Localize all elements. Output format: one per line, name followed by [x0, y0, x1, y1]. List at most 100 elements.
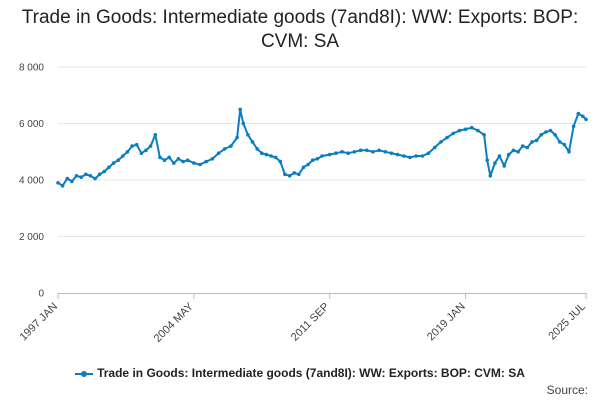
data-point [395, 152, 400, 157]
data-point [451, 131, 456, 136]
legend-label: Trade in Goods: Intermediate goods (7and… [97, 366, 525, 380]
data-point [502, 164, 507, 168]
data-point [60, 183, 65, 188]
data-point [365, 148, 369, 153]
grid-lines [58, 66, 586, 237]
data-point [88, 174, 93, 178]
legend[interactable]: Trade in Goods: Intermediate goods (7and… [0, 366, 600, 380]
data-point [558, 140, 562, 144]
data-point [74, 174, 79, 178]
data-point [383, 150, 388, 154]
data-point [553, 133, 557, 137]
data-point [148, 144, 153, 148]
data-point [301, 165, 306, 170]
data-point [116, 158, 120, 162]
data-point [79, 175, 83, 179]
data-point [65, 176, 70, 181]
data-point [457, 128, 462, 133]
data-point [544, 130, 548, 134]
data-point [192, 161, 196, 165]
data-point [172, 161, 176, 165]
data-point [371, 150, 375, 154]
data-point [204, 159, 208, 164]
data-point [246, 133, 250, 137]
x-axis: 1997 JAN 2004 MAY 2011 SEP 2019 JAN 2025 JUL [17, 293, 588, 345]
data-point [56, 181, 60, 185]
series-points-group [56, 107, 588, 188]
data-point [327, 152, 332, 157]
data-point [562, 142, 567, 147]
data-point [352, 150, 357, 154]
data-point [278, 159, 283, 164]
data-point [576, 111, 581, 116]
data-point [102, 169, 107, 174]
data-point [84, 172, 88, 177]
data-point [97, 172, 102, 177]
x-tick-label: 2019 JAN [425, 301, 468, 344]
data-point [238, 107, 242, 112]
data-point [548, 128, 553, 133]
data-point [377, 148, 381, 153]
data-point [346, 151, 351, 155]
data-point [264, 152, 269, 157]
data-point [121, 154, 125, 158]
data-point [516, 150, 520, 154]
data-point [292, 171, 297, 175]
data-point [222, 147, 227, 151]
data-point [402, 154, 406, 158]
data-point [269, 154, 273, 158]
data-point [584, 117, 588, 122]
data-point [511, 148, 516, 153]
data-point [93, 176, 97, 181]
data-point [485, 158, 490, 162]
data-point [530, 140, 534, 144]
data-point [283, 172, 287, 177]
x-tick-label: 2025 JUL [546, 301, 588, 343]
series-line-group [57, 108, 587, 187]
y-tick-label: 0 [38, 289, 44, 300]
y-tick-label: 2 000 [19, 232, 44, 243]
data-point [158, 155, 162, 160]
data-point [260, 151, 264, 155]
data-point [445, 135, 449, 140]
data-point [439, 140, 443, 144]
chart-title: Trade in Goods: Intermediate goods (7and… [21, 7, 579, 52]
data-point [287, 174, 292, 178]
data-point [297, 172, 301, 177]
data-point [426, 151, 431, 155]
data-point [144, 148, 148, 153]
data-point [107, 165, 111, 170]
legend-swatch [75, 370, 94, 377]
data-point [463, 127, 468, 131]
data-point [198, 162, 202, 167]
data-point [306, 162, 310, 167]
data-point [539, 133, 543, 137]
data-point [241, 121, 246, 126]
x-tick-label: 2004 MAY [152, 300, 197, 345]
data-point [334, 151, 338, 155]
data-point [216, 151, 221, 155]
data-point [520, 144, 525, 148]
data-point [507, 152, 511, 157]
data-point [534, 138, 539, 143]
x-tick-label: 2011 SEP [289, 301, 332, 344]
data-point [162, 158, 167, 162]
data-point [476, 128, 480, 133]
y-tick-label: 4 000 [19, 176, 44, 187]
data-point [340, 150, 344, 154]
data-point [153, 133, 158, 137]
data-point [408, 155, 412, 160]
data-point [167, 155, 171, 160]
data-point [470, 125, 474, 130]
data-point [70, 179, 74, 184]
data-point [250, 140, 255, 144]
data-point [181, 159, 185, 164]
data-point [111, 161, 116, 165]
data-point [320, 154, 324, 158]
data-point [125, 150, 130, 154]
data-point [139, 151, 144, 155]
data-point [235, 135, 239, 140]
y-axis-ticks: 0 2 000 4 000 6 000 8 000 [19, 63, 44, 300]
source-label: Source: [546, 383, 588, 397]
